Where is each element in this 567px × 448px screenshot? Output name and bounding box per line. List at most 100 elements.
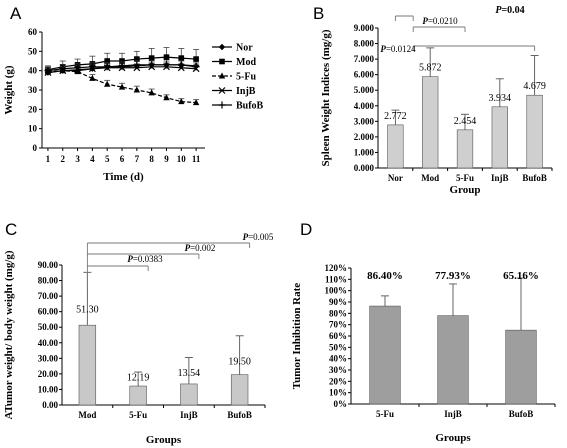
data-point-a	[162, 61, 170, 69]
y-axis-title-a: Weight (g)	[3, 65, 15, 115]
data-label-c: 12.19	[127, 373, 150, 384]
data-point-a	[119, 58, 125, 64]
data-point-a	[88, 63, 96, 71]
data-label-c: 19.50	[228, 357, 251, 368]
data-point-a	[193, 56, 199, 62]
x-tick-label-d: 5-Fu	[376, 409, 394, 419]
y-tick-label-c: 0.00	[42, 400, 58, 410]
y-tick-label-c: 50.00	[38, 322, 59, 332]
x-tick-label-a: 3	[75, 154, 80, 164]
data-label-b: 2.454	[454, 116, 477, 127]
x-tick-label-b: InjB	[491, 173, 509, 183]
data-point-a	[218, 101, 226, 109]
data-point-a	[59, 65, 67, 73]
x-tick-label-b: Mod	[421, 173, 439, 183]
y-tick-label-b: 4.000	[354, 101, 375, 111]
y-tick-label-d: 20%	[329, 376, 347, 386]
legend-label-a: 5-Fu	[236, 72, 256, 83]
data-point-a	[118, 83, 126, 90]
data-point-a	[178, 98, 185, 105]
data-point-a	[177, 61, 185, 69]
data-point-a	[133, 61, 141, 69]
panel-letter-b: B	[313, 4, 324, 23]
y-tick-label-c: 90.00	[38, 260, 59, 270]
data-point-a	[104, 58, 110, 64]
data-point-a	[178, 55, 185, 61]
y-tick-label-d: 40%	[329, 354, 347, 364]
x-tick-label-a: 10	[177, 154, 187, 164]
data-point-a	[163, 94, 170, 101]
data-point-a	[103, 63, 111, 71]
series-line-a	[47, 70, 197, 104]
bar-5fu-d	[369, 305, 401, 405]
p-value: =0.0124	[386, 44, 416, 54]
data-label-d: 77.93%	[435, 270, 471, 282]
data-label-d: 86.40%	[367, 270, 403, 282]
data-label-b: 5.872	[419, 63, 442, 74]
x-tick-label-a: 8	[149, 154, 154, 164]
p-value-label: P=0.0383	[127, 254, 163, 264]
y-tick-label-a: 20	[28, 104, 38, 114]
x-tick-label-d: InjB	[444, 409, 462, 419]
data-point-a	[192, 63, 200, 71]
y-tick-label-c: 60.00	[38, 307, 59, 317]
data-label-b: 3.934	[489, 93, 512, 104]
data-point-a	[104, 80, 111, 87]
panel-letter-d: D	[300, 220, 312, 239]
x-tick-label-c: BufoB	[227, 410, 252, 420]
p-value: =0.0210	[428, 16, 458, 26]
y-tick-label-a: 0	[33, 143, 38, 153]
x-axis-title-a: Time (d)	[103, 171, 144, 183]
data-point-a	[148, 61, 156, 69]
bar-injb-d	[437, 315, 469, 405]
y-tick-label-a: 60	[28, 27, 38, 37]
y-axis-title-d: Tumor Inhibition Rate	[291, 283, 303, 389]
y-axis-title-c: ATumor weight/ body weight (mg/g)	[3, 250, 15, 419]
panel-letter-a: A	[10, 4, 22, 23]
data-label-c: 51.30	[76, 305, 99, 316]
y-tick-label-b: 8.000	[354, 39, 375, 49]
x-tick-label-d: BufoB	[509, 409, 534, 419]
data-label-b: 2.772	[384, 111, 407, 122]
y-tick-label-d: 80%	[329, 308, 347, 318]
series-5fu-a	[44, 66, 200, 106]
bar-bufob-c	[230, 374, 249, 406]
y-tick-label-d: 30%	[329, 365, 347, 375]
y-tick-label-b: 3.000	[354, 116, 375, 126]
data-point-a	[148, 89, 155, 96]
x-axis-title-d: Groups	[435, 432, 471, 444]
y-tick-label-d: 10%	[329, 388, 347, 398]
x-tick-label-a: 9	[164, 154, 169, 164]
y-tick-label-d: 70%	[329, 320, 347, 330]
p-symbol: P	[185, 243, 191, 253]
bar-mod-c	[78, 324, 97, 406]
y-tick-label-c: 40.00	[38, 338, 59, 348]
y-tick-label-c: 30.00	[38, 353, 59, 363]
data-point-a	[192, 99, 200, 106]
p-symbol: P	[422, 16, 428, 26]
y-tick-label-b: 5.000	[354, 85, 375, 95]
y-tick-label-b: 9.000	[354, 23, 375, 33]
data-point-a	[44, 67, 52, 75]
data-point-a	[118, 62, 126, 70]
x-tick-label-a: 11	[192, 154, 201, 164]
x-tick-label-a: 2	[60, 154, 65, 164]
legend-label-a: BufoB	[236, 101, 264, 112]
y-tick-label-d: 100%	[325, 286, 348, 296]
data-label-b: 4.679	[523, 81, 546, 92]
y-tick-label-b: 6.000	[354, 70, 375, 80]
y-tick-label-c: 20.00	[38, 369, 59, 379]
y-tick-label-b: 0.000	[354, 163, 375, 173]
data-label-d: 65.16%	[503, 270, 539, 282]
data-point-a	[163, 54, 170, 60]
p-symbol: P	[495, 5, 502, 16]
x-tick-label-a: 6	[120, 154, 125, 164]
y-tick-label-d: 0%	[334, 399, 348, 409]
bar-bufob-b	[526, 94, 543, 169]
p-value: =0.005	[248, 232, 274, 242]
data-point-a	[148, 55, 155, 61]
y-tick-label-a: 10	[28, 124, 38, 134]
data-point-a	[89, 74, 96, 81]
y-tick-label-d: 50%	[329, 342, 347, 352]
